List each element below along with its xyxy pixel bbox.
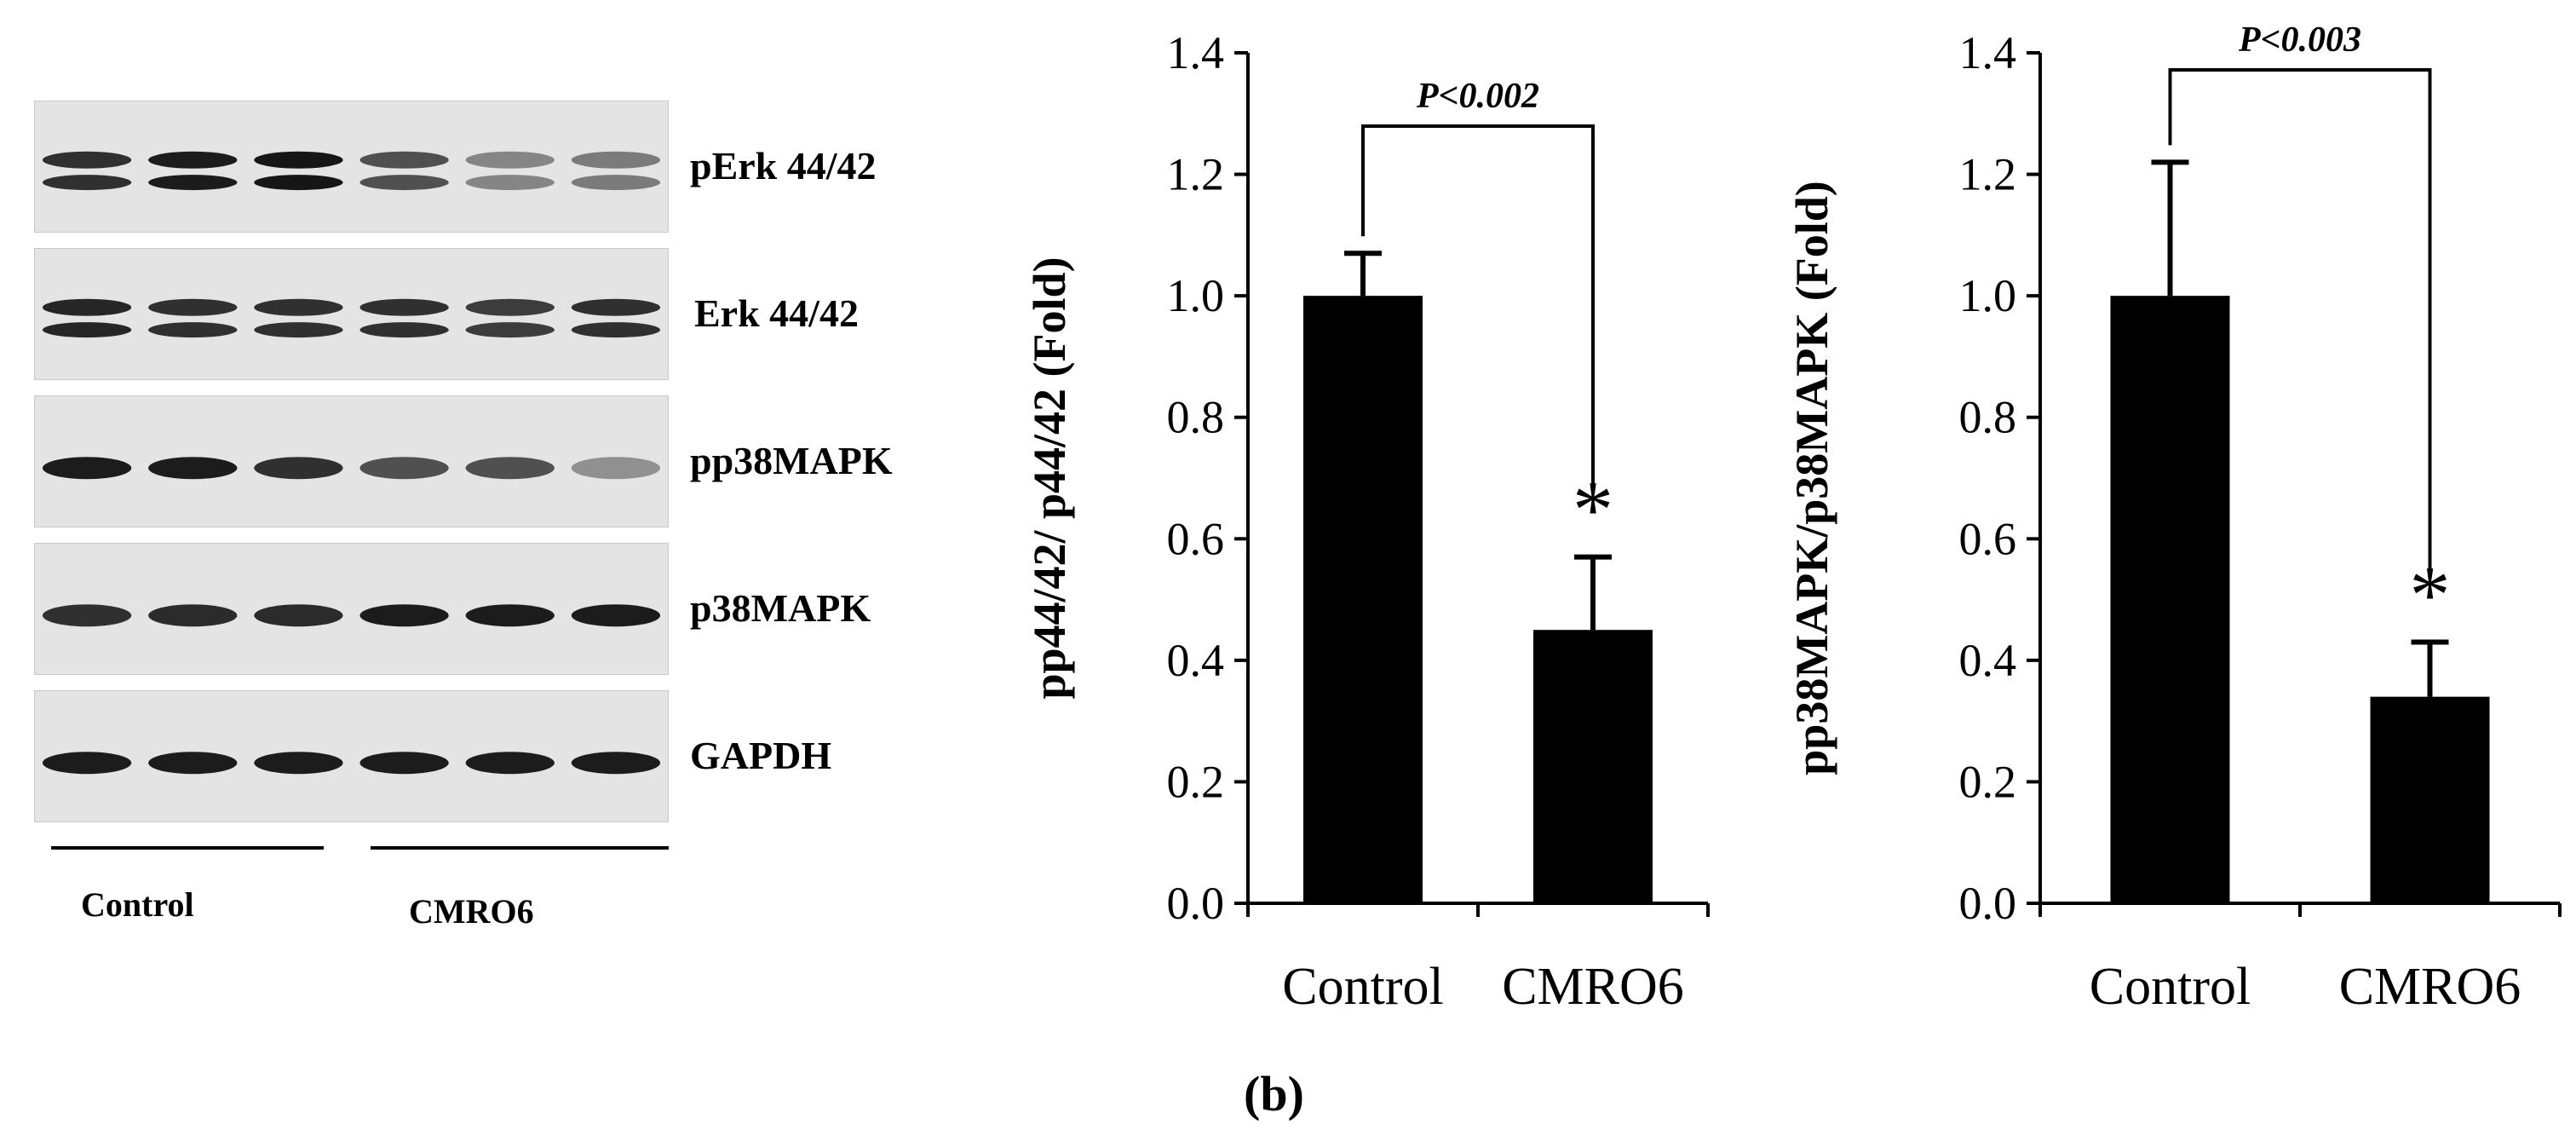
blot-band (571, 322, 661, 338)
y-axis-label: pp38MAPK/p38MAPK (Fold) (1786, 181, 1837, 775)
blot-label: GAPDH (690, 733, 832, 777)
y-tick-label: 1.2 (1959, 149, 2017, 200)
bar-chart-pp38: 0.0 0.2 0.4 0.6 0.8 1.0 1.2 1.4 pp38MAPK/p38MAPK… (1786, 20, 2562, 1016)
significance-bracket (1361, 124, 1595, 485)
blot-band (465, 604, 555, 627)
blot-band (465, 151, 555, 169)
blot-band (571, 175, 661, 191)
blot-band (359, 151, 449, 169)
y-tick-label: 0.6 (1959, 513, 2017, 564)
blot-band (254, 175, 343, 191)
bar (1303, 296, 1423, 904)
blot-band (571, 604, 661, 627)
blot-band (254, 298, 343, 316)
category-label: Control (1282, 958, 1443, 1016)
blot-band (465, 752, 555, 775)
blot-band (148, 298, 238, 316)
blot-band (42, 604, 132, 627)
blot-band (571, 298, 661, 316)
panel-label: (b) (1244, 1066, 1304, 1121)
bar (1533, 630, 1653, 903)
significance-asterisk: * (1573, 464, 1613, 556)
blot-label: pp38MAPK (690, 438, 893, 482)
blot-band (359, 752, 449, 775)
blot-band (148, 752, 238, 775)
blot-band (42, 322, 132, 338)
y-tick-label: 0.2 (1959, 756, 2017, 807)
bar (2370, 696, 2490, 903)
bar-chart-perk: 0.0 0.2 0.4 0.6 0.8 1.0 1.2 1.4 pp44/42/ p44/42 … (1024, 27, 1710, 1016)
y-tick-label: 0.4 (1167, 635, 1225, 686)
y-tick-label: 1.4 (1167, 27, 1225, 78)
category-label: CMRO6 (2339, 958, 2521, 1016)
blot-band (571, 752, 661, 775)
y-tick-label: 1.0 (1167, 270, 1225, 321)
blot-band (254, 151, 343, 169)
blot-band (465, 175, 555, 191)
blot-band (254, 752, 343, 775)
significance-p-value: P<0.003 (2238, 20, 2361, 60)
category-label: Control (2090, 958, 2251, 1016)
blot-band (465, 457, 555, 480)
blot-strip-p38mapk (34, 543, 669, 675)
blot-band (42, 752, 132, 775)
blot-band (359, 457, 449, 480)
blot-band (254, 322, 343, 338)
significance-asterisk: * (2410, 549, 2451, 640)
y-tick-label: 0.0 (1959, 878, 2017, 929)
y-tick-label: 0.8 (1959, 392, 2017, 443)
blot-band (465, 322, 555, 338)
blot-band (148, 175, 238, 191)
blot-band (254, 604, 343, 627)
blot-band (42, 298, 132, 316)
blot-strip-erk-44-42 (34, 248, 669, 380)
blot-band (148, 151, 238, 169)
blot-band (571, 151, 661, 169)
group-label: Control (81, 885, 194, 924)
blot-band (359, 175, 449, 191)
blot-strip-perk-44-42 (34, 101, 669, 233)
blot-label: Erk 44/42 (694, 291, 859, 335)
western-blot-panel: pErk 44/42 Erk 44/42 pp38MAPK p38MAPK GAPDH C… (26, 101, 1039, 953)
blot-strip-pp38mapk (34, 395, 669, 527)
significance-bracket (2168, 68, 2432, 570)
y-tick-label: 0.6 (1167, 513, 1225, 564)
blot-band (571, 457, 661, 480)
blot-band (148, 322, 238, 338)
category-label: CMRO6 (1502, 958, 1684, 1016)
y-tick-label: 1.0 (1959, 270, 2017, 321)
y-axis-label: pp44/42/ p44/42 (Fold) (1024, 256, 1075, 699)
blot-band (148, 457, 238, 480)
blot-strip-gapdh (34, 690, 669, 822)
y-tick-label: 1.4 (1959, 27, 2017, 78)
blot-band (359, 298, 449, 316)
blot-band (42, 175, 132, 191)
blot-band (359, 322, 449, 338)
blot-label: p38MAPK (690, 585, 871, 630)
blot-band (359, 604, 449, 627)
group-underline (51, 846, 324, 850)
blot-band (148, 604, 238, 627)
y-tick-label: 1.2 (1167, 149, 1225, 200)
y-tick-label: 0.4 (1959, 635, 2017, 686)
y-tick-label: 0.8 (1167, 392, 1225, 443)
blot-band (254, 457, 343, 480)
blot-band (42, 457, 132, 480)
blot-label: pErk 44/42 (690, 143, 877, 187)
blot-band (42, 151, 132, 169)
y-tick-label: 0.2 (1167, 756, 1225, 807)
group-label: CMRO6 (409, 892, 534, 931)
significance-p-value: P<0.002 (1416, 77, 1539, 116)
bar (2110, 296, 2230, 904)
group-underline (371, 846, 669, 850)
y-tick-label: 0.0 (1167, 878, 1225, 929)
blot-band (465, 298, 555, 316)
